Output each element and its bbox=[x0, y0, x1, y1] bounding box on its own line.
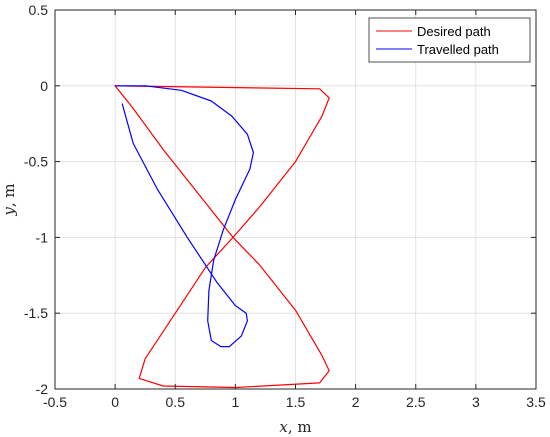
y-tick-label: 0 bbox=[40, 78, 48, 94]
x-tick-label: 0.5 bbox=[166, 394, 186, 410]
x-tick-label: 1 bbox=[231, 394, 239, 410]
tick-labels: -0.5 0 0.5 1 1.5 2 2.5 3 3.5 -2 -1.5 -1 -0.5 0 0.5 bbox=[24, 2, 546, 410]
x-axis-label-var: x bbox=[279, 418, 288, 436]
x-tick-label: 3.5 bbox=[526, 394, 546, 410]
x-tick-label: 2 bbox=[352, 394, 360, 410]
grid bbox=[54, 9, 537, 390]
ticks bbox=[54, 9, 537, 390]
y-tick-label: 0.5 bbox=[29, 2, 49, 18]
x-axis-label: x, m bbox=[279, 418, 311, 436]
y-tick-label: -1.5 bbox=[24, 305, 48, 321]
y-tick-label: -2 bbox=[36, 381, 49, 397]
legend-label-desired-path: Desired path bbox=[417, 24, 491, 39]
series-group bbox=[114, 85, 330, 389]
legend-label-travelled-path: Travelled path bbox=[417, 42, 499, 57]
y-axis-label: y, m bbox=[0, 183, 18, 216]
x-tick-label: 0 bbox=[111, 394, 119, 410]
x-tick-label: 1.5 bbox=[286, 394, 306, 410]
x-tick-label: 2.5 bbox=[406, 394, 426, 410]
legend: Desired path Travelled path bbox=[368, 17, 531, 63]
y-axis-label-var: y bbox=[0, 207, 18, 217]
legend-box bbox=[368, 17, 531, 63]
x-axis-label-unit: , m bbox=[288, 418, 312, 436]
y-axis-label-unit: , m bbox=[0, 183, 18, 207]
y-tick-label: -1 bbox=[36, 229, 49, 245]
x-tick-label: -0.5 bbox=[43, 394, 67, 410]
series-line-desired-path bbox=[114, 85, 330, 389]
series-line-travelled-path bbox=[114, 85, 254, 348]
x-tick-label: 3 bbox=[472, 394, 480, 410]
y-tick-label: -0.5 bbox=[24, 154, 48, 170]
